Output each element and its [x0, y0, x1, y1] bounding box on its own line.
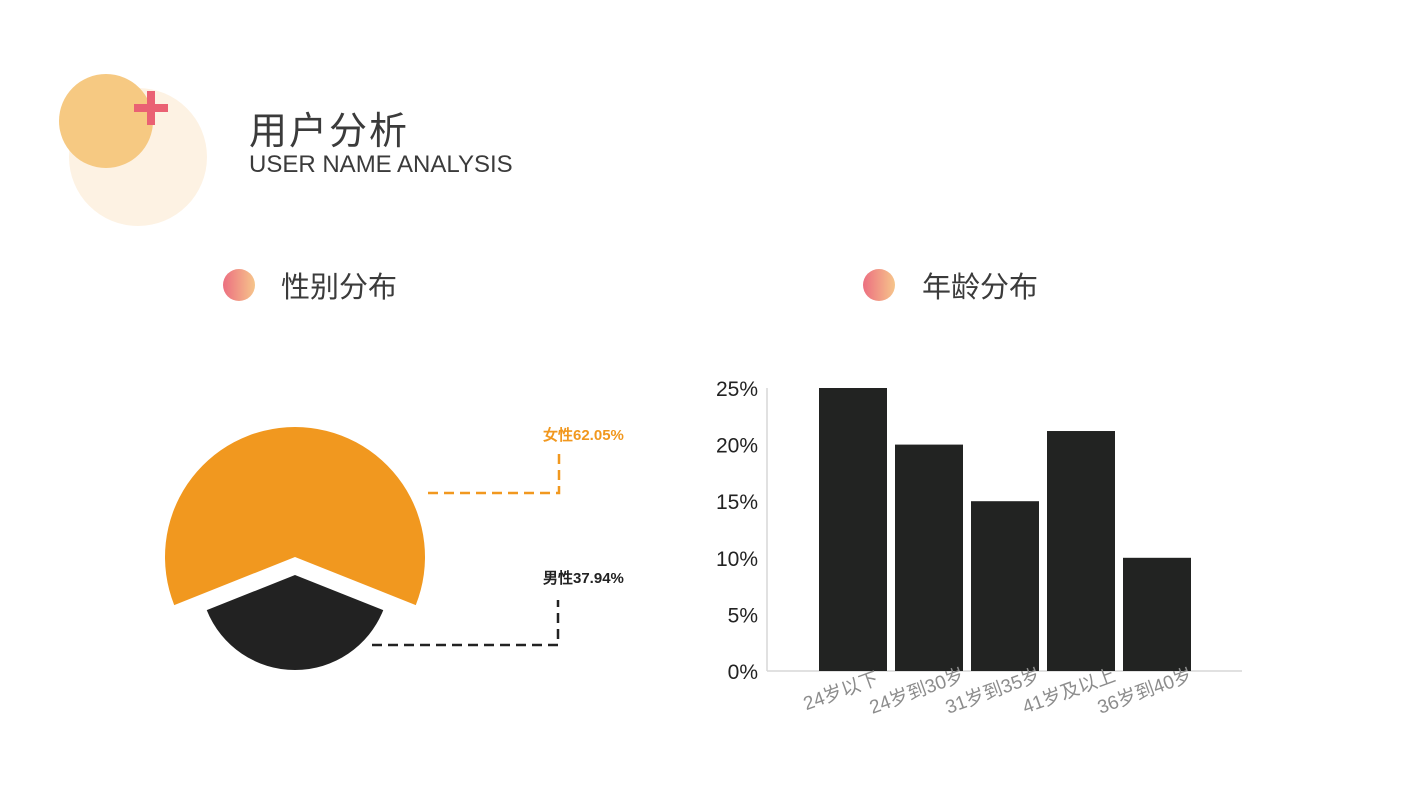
gender-section-title: 性别分布 [281, 270, 398, 304]
y-tick-label: 5% [728, 604, 758, 627]
page-title: 用户分析 [249, 109, 410, 153]
age-bar-chart: 0%5%10%15%20%25% 24岁以下24岁到30岁31岁到35岁41岁及… [716, 378, 1242, 719]
bar-3 [971, 501, 1039, 671]
header-decoration [59, 74, 207, 226]
age-section-dot [863, 269, 895, 301]
bar-2 [895, 444, 963, 671]
bar-1 [819, 388, 887, 671]
female-percent-label: 女性62.05% [543, 427, 624, 444]
female-leader-line [428, 448, 561, 495]
page-subtitle: USER NAME ANALYSIS [249, 151, 513, 178]
age-section-title: 年龄分布 [922, 270, 1039, 304]
pie-slice-female [165, 427, 425, 606]
y-tick-label: 20% [716, 435, 758, 458]
gender-section-dot [223, 269, 255, 301]
y-tick-label: 15% [716, 491, 758, 514]
decor-circle-small [59, 74, 153, 168]
y-tick-label: 10% [716, 548, 758, 571]
gender-pie-chart [165, 427, 561, 671]
male-percent-label: 男性37.94% [543, 570, 624, 587]
male-leader-line [372, 600, 560, 647]
y-tick-label: 25% [716, 378, 758, 401]
pie-slice-male [206, 575, 384, 671]
bar-4 [1047, 431, 1115, 671]
bar-5 [1123, 557, 1191, 671]
plus-icon [134, 91, 168, 125]
y-tick-label: 0% [728, 661, 758, 684]
